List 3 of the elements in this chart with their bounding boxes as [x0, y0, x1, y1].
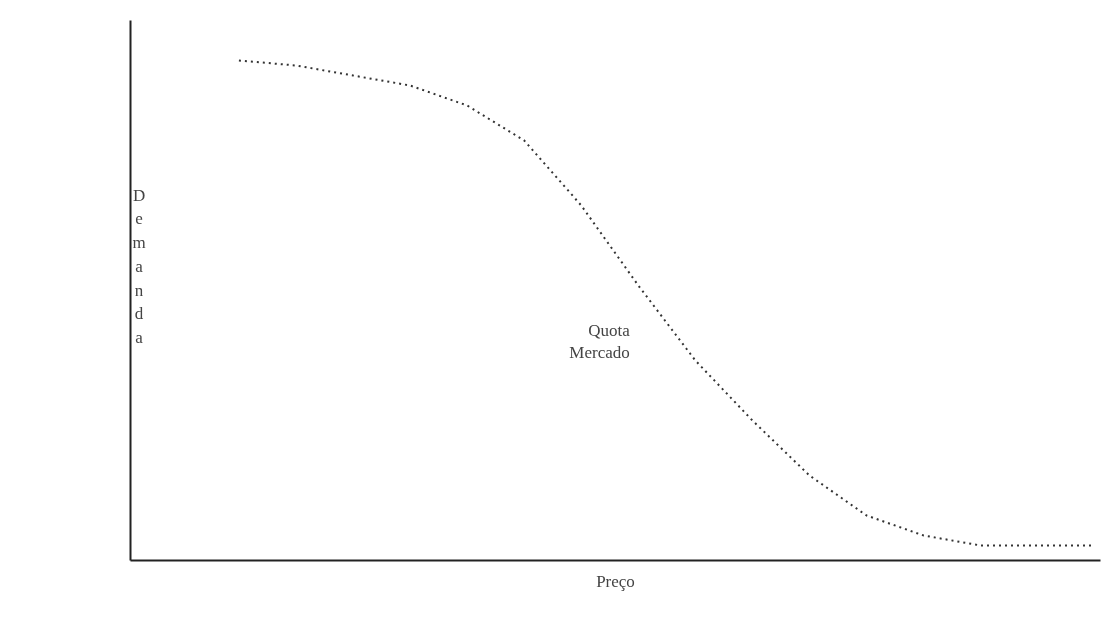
x-axis-title: Preço — [596, 571, 635, 591]
y-axis-title: Demanda — [132, 185, 146, 347]
annotation: Quota Mercado — [569, 320, 631, 363]
